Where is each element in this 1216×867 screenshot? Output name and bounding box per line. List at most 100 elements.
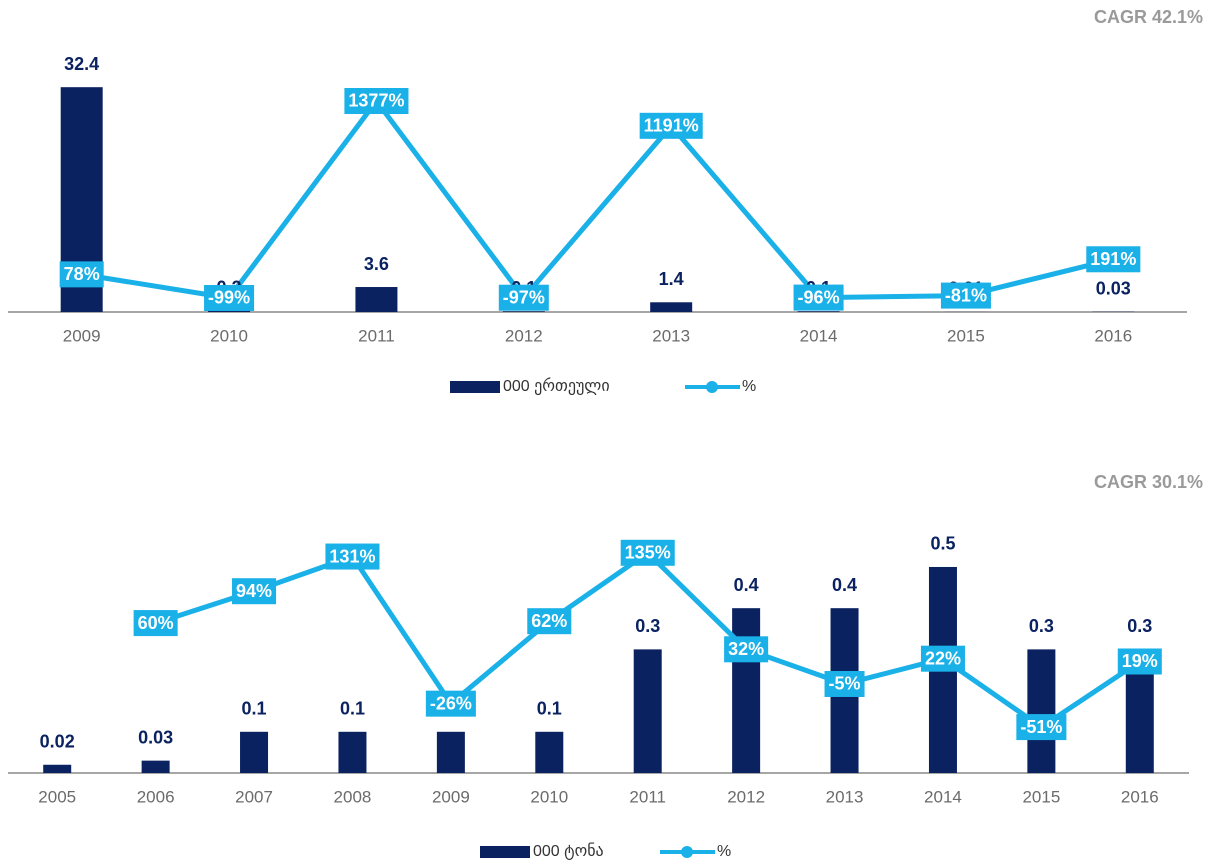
line-label-box <box>920 645 965 672</box>
x-tick-label: 2015 <box>1022 787 1060 806</box>
line-label-text: -97% <box>503 287 545 307</box>
bar-label: 0.03 <box>1096 279 1131 299</box>
line-label-box <box>232 578 277 605</box>
bar-label: 0.1 <box>537 699 562 719</box>
line-label: 1377% <box>344 87 409 114</box>
annotation: CAGR 42.1% <box>1094 7 1203 27</box>
bar-label: 0.1 <box>242 699 267 719</box>
line-label-text: -5% <box>829 674 861 694</box>
bar <box>797 311 840 312</box>
x-tick-label: 2016 <box>1121 787 1159 806</box>
bar <box>633 649 662 773</box>
line-label-box <box>527 608 572 635</box>
x-tick-label: 2010 <box>530 787 568 806</box>
line-label: 131% <box>325 543 380 570</box>
line-label: 94% <box>232 578 277 605</box>
x-tick-label: 2012 <box>727 787 765 806</box>
line-label-box <box>344 87 409 114</box>
line-label-text: -96% <box>798 287 840 307</box>
x-tick-label: 2006 <box>137 787 175 806</box>
line-label-text: 60% <box>138 613 174 633</box>
line-label-text: 78% <box>64 264 100 284</box>
x-tick-label: 2013 <box>826 787 864 806</box>
line-label-text: 1377% <box>348 91 404 111</box>
line-label: -99% <box>204 284 255 311</box>
line-label-box <box>824 670 865 697</box>
bar <box>732 608 761 773</box>
line-label: 32% <box>724 636 769 663</box>
x-tick-label: 2008 <box>334 787 372 806</box>
bar-label: 1.4 <box>659 269 684 289</box>
line-label: -51% <box>1016 714 1067 741</box>
bar <box>650 302 693 312</box>
line-label-text: -81% <box>945 285 987 305</box>
line-label-box <box>1117 648 1162 675</box>
x-tick-label: 2013 <box>652 326 690 345</box>
bar <box>535 731 564 773</box>
bar-label: 32.4 <box>64 54 99 74</box>
line-label-text: 1191% <box>644 116 699 136</box>
bar <box>338 731 367 773</box>
line-label-text: 94% <box>236 581 272 601</box>
legend-label: % <box>717 843 731 860</box>
x-tick-label: 2016 <box>1094 326 1132 345</box>
x-tick-label: 2009 <box>432 787 470 806</box>
line-label: 22% <box>920 645 965 672</box>
bar-label: 0.5 <box>930 534 955 554</box>
line-label-text: 62% <box>531 611 567 631</box>
line-label-box <box>793 284 844 311</box>
legend-label: % <box>742 378 756 395</box>
bar <box>208 310 251 312</box>
legend-label: 000 ტონა <box>533 842 604 860</box>
bar <box>43 764 72 773</box>
line <box>81 98 1114 301</box>
x-tick-label: 2005 <box>38 787 76 806</box>
x-tick-label: 2014 <box>924 787 962 806</box>
line-label: 1191% <box>639 112 703 139</box>
x-tick-label: 2010 <box>210 326 248 345</box>
x-tick-label: 2009 <box>63 326 101 345</box>
line-label: -96% <box>793 284 844 311</box>
line-label-text: -26% <box>430 693 472 713</box>
bar <box>1027 649 1056 773</box>
line-label: 135% <box>620 539 675 566</box>
line-label: 78% <box>59 261 104 288</box>
bar-label: 0.4 <box>734 575 759 595</box>
line-label-box <box>639 112 703 139</box>
x-tick-label: 2015 <box>947 326 985 345</box>
legend-marker <box>681 846 693 858</box>
bar <box>355 287 398 312</box>
x-tick-label: 2011 <box>358 326 395 345</box>
bar <box>141 760 170 773</box>
line-label-box <box>59 261 104 288</box>
line-label-text: -99% <box>208 288 250 308</box>
line-label-box <box>940 282 991 309</box>
line-label: 62% <box>527 608 572 635</box>
bar-label: 0.03 <box>138 727 173 747</box>
bar-label: 0.02 <box>40 732 75 752</box>
line-label: -5% <box>824 670 865 697</box>
line-label-box <box>1016 714 1067 741</box>
line-label-box <box>724 636 769 663</box>
line-label-box <box>498 284 549 311</box>
annotation: CAGR 30.1% <box>1094 472 1203 492</box>
bar-label: 0.3 <box>1127 616 1152 636</box>
bar-label: 0.3 <box>635 616 660 636</box>
bar-label: 0.4 <box>832 575 857 595</box>
bar <box>240 731 269 773</box>
line-label-text: 135% <box>625 543 671 563</box>
bar-label: 0.3 <box>1029 616 1054 636</box>
line-label-box <box>425 690 476 717</box>
x-tick-label: 2011 <box>629 787 666 806</box>
bar-label: 0.1 <box>340 699 365 719</box>
line-label: 60% <box>133 610 178 637</box>
line-label: 19% <box>1117 648 1162 675</box>
legend-marker <box>706 381 718 393</box>
line-label-box <box>133 610 178 637</box>
legend-swatch <box>480 846 530 858</box>
line-label-text: 32% <box>728 639 764 659</box>
x-tick-label: 2014 <box>800 326 838 345</box>
line-label-text: 191% <box>1090 249 1136 269</box>
line-label: 191% <box>1086 246 1141 273</box>
